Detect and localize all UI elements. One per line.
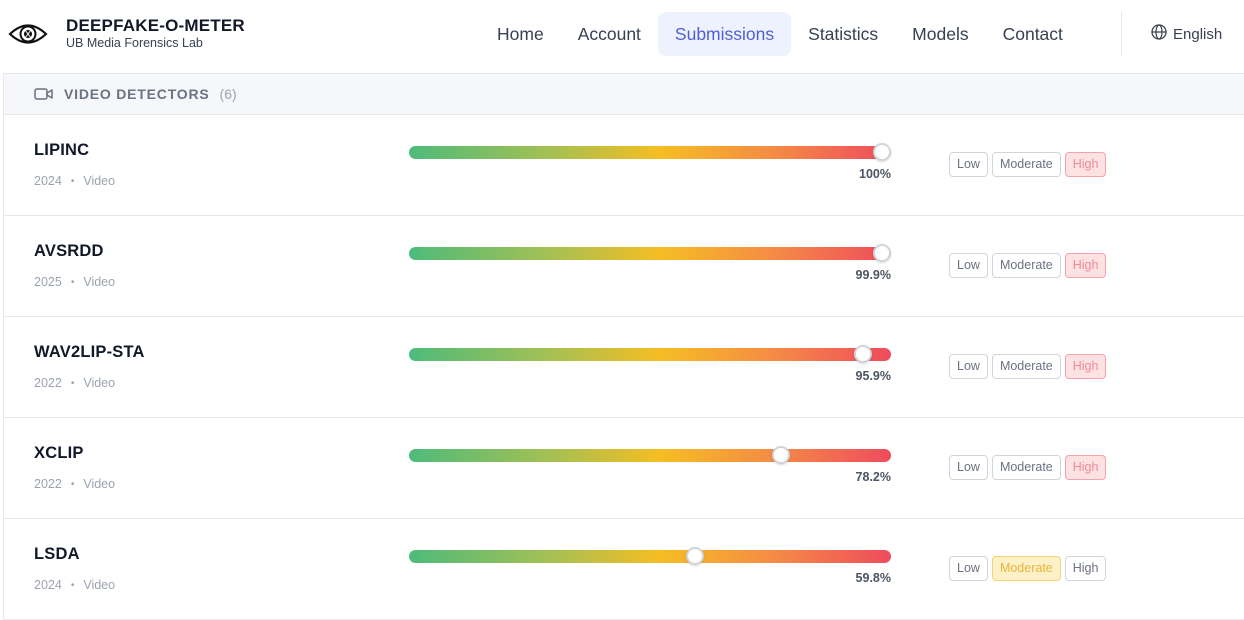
level-group: Low Moderate High	[949, 152, 1110, 177]
level-high[interactable]: High	[1064, 354, 1107, 379]
detector-type: Video	[83, 578, 116, 592]
detector-name: XCLIP	[34, 444, 84, 462]
level-moderate[interactable]: Moderate	[991, 455, 1061, 480]
nav-contact[interactable]: Contact	[1002, 24, 1063, 44]
detector-year: 2022	[34, 477, 62, 491]
eye-icon	[8, 18, 48, 50]
meta-separator: •	[70, 478, 75, 490]
nav-home[interactable]: Home	[497, 24, 544, 44]
brand[interactable]: DEEPFAKE-O-METER UB Media Forensics Lab	[8, 16, 245, 51]
meta-separator: •	[70, 276, 75, 288]
level-low[interactable]: Low	[949, 253, 988, 278]
score-bar	[409, 143, 891, 161]
level-group: Low Moderate High	[949, 556, 1110, 581]
nav-account[interactable]: Account	[577, 24, 641, 44]
detector-row: LSDA 2024 • Video 59.8% Low Moderate Hig…	[4, 519, 1244, 620]
score-gradient	[409, 348, 891, 361]
detector-name: WAV2LIP-STA	[34, 343, 145, 361]
detectors-panel: VIDEO DETECTORS (6) LIPINC 2024 • Video …	[3, 73, 1244, 620]
score-percent: 100%	[859, 167, 891, 181]
language-label: English	[1173, 25, 1223, 43]
score-knob	[686, 547, 705, 565]
level-high[interactable]: High	[1064, 152, 1107, 177]
level-group: Low Moderate High	[949, 253, 1110, 278]
language-selector[interactable]: English	[1151, 24, 1222, 44]
score-gradient	[409, 146, 891, 159]
detector-name: AVSRDD	[34, 242, 104, 260]
nav-submissions[interactable]: Submissions	[657, 12, 792, 56]
score-bar	[409, 446, 891, 464]
detector-type: Video	[83, 376, 116, 390]
detector-year: 2024	[34, 174, 62, 188]
section-title: VIDEO DETECTORS	[64, 86, 210, 102]
score-knob	[872, 244, 891, 262]
meta-separator: •	[70, 579, 75, 591]
level-high[interactable]: High	[1064, 455, 1107, 480]
score-gradient	[409, 550, 891, 563]
level-group: Low Moderate High	[949, 455, 1110, 480]
nav-models[interactable]: Models	[912, 24, 969, 44]
level-high[interactable]: High	[1064, 253, 1107, 278]
score-percent: 95.9%	[855, 369, 891, 383]
detector-meta: 2024 • Video	[34, 578, 115, 592]
level-low[interactable]: Low	[949, 152, 988, 177]
detector-name: LSDA	[34, 545, 80, 563]
level-moderate[interactable]: Moderate	[991, 556, 1061, 581]
level-moderate[interactable]: Moderate	[991, 354, 1061, 379]
score-bar	[409, 244, 891, 262]
detector-type: Video	[83, 477, 116, 491]
score-knob	[853, 345, 872, 363]
score-knob	[873, 143, 891, 161]
brand-subtitle: UB Media Forensics Lab	[66, 36, 203, 50]
detector-row: WAV2LIP-STA 2022 • Video 95.9% Low Moder…	[4, 317, 1244, 418]
detector-name: LIPINC	[34, 141, 90, 159]
brand-title: DEEPFAKE-O-METER	[66, 16, 245, 35]
score-percent: 78.2%	[855, 470, 891, 484]
detector-type: Video	[83, 174, 116, 188]
level-group: Low Moderate High	[949, 354, 1110, 379]
video-camera-icon	[34, 87, 54, 101]
detector-row: XCLIP 2022 • Video 78.2% Low Moderate Hi…	[4, 418, 1244, 519]
detector-meta: 2022 • Video	[34, 477, 115, 491]
score-percent: 59.8%	[855, 571, 891, 585]
detector-year: 2022	[34, 376, 62, 390]
detector-list: LIPINC 2024 • Video 100% Low Moderate Hi…	[4, 115, 1244, 620]
section-header: VIDEO DETECTORS (6)	[4, 73, 1244, 115]
detector-type: Video	[83, 275, 116, 289]
nav-divider	[1121, 12, 1122, 56]
level-low[interactable]: Low	[949, 354, 988, 379]
detector-meta: 2024 • Video	[34, 174, 115, 188]
detector-year: 2025	[34, 275, 62, 289]
globe-icon	[1151, 24, 1173, 44]
level-low[interactable]: Low	[949, 556, 988, 581]
detector-row: LIPINC 2024 • Video 100% Low Moderate Hi…	[4, 115, 1244, 216]
score-knob	[771, 446, 790, 464]
score-gradient	[409, 449, 891, 462]
level-low[interactable]: Low	[949, 455, 988, 480]
level-moderate[interactable]: Moderate	[991, 152, 1061, 177]
section-count: (6)	[219, 86, 237, 102]
detector-meta: 2025 • Video	[34, 275, 115, 289]
detector-meta: 2022 • Video	[34, 376, 115, 390]
detector-row: AVSRDD 2025 • Video 99.9% Low Moderate H…	[4, 216, 1244, 317]
level-moderate[interactable]: Moderate	[991, 253, 1061, 278]
score-gradient	[409, 247, 891, 260]
main-nav: Home Account Submissions Statistics Mode…	[480, 12, 1080, 56]
level-high[interactable]: High	[1064, 556, 1107, 581]
score-bar	[409, 345, 891, 363]
meta-separator: •	[70, 175, 75, 187]
detector-year: 2024	[34, 578, 62, 592]
score-percent: 99.9%	[855, 268, 891, 282]
score-bar	[409, 547, 891, 565]
nav-statistics[interactable]: Statistics	[808, 24, 879, 44]
top-header: DEEPFAKE-O-METER UB Media Forensics Lab …	[0, 0, 1244, 72]
meta-separator: •	[70, 377, 75, 389]
